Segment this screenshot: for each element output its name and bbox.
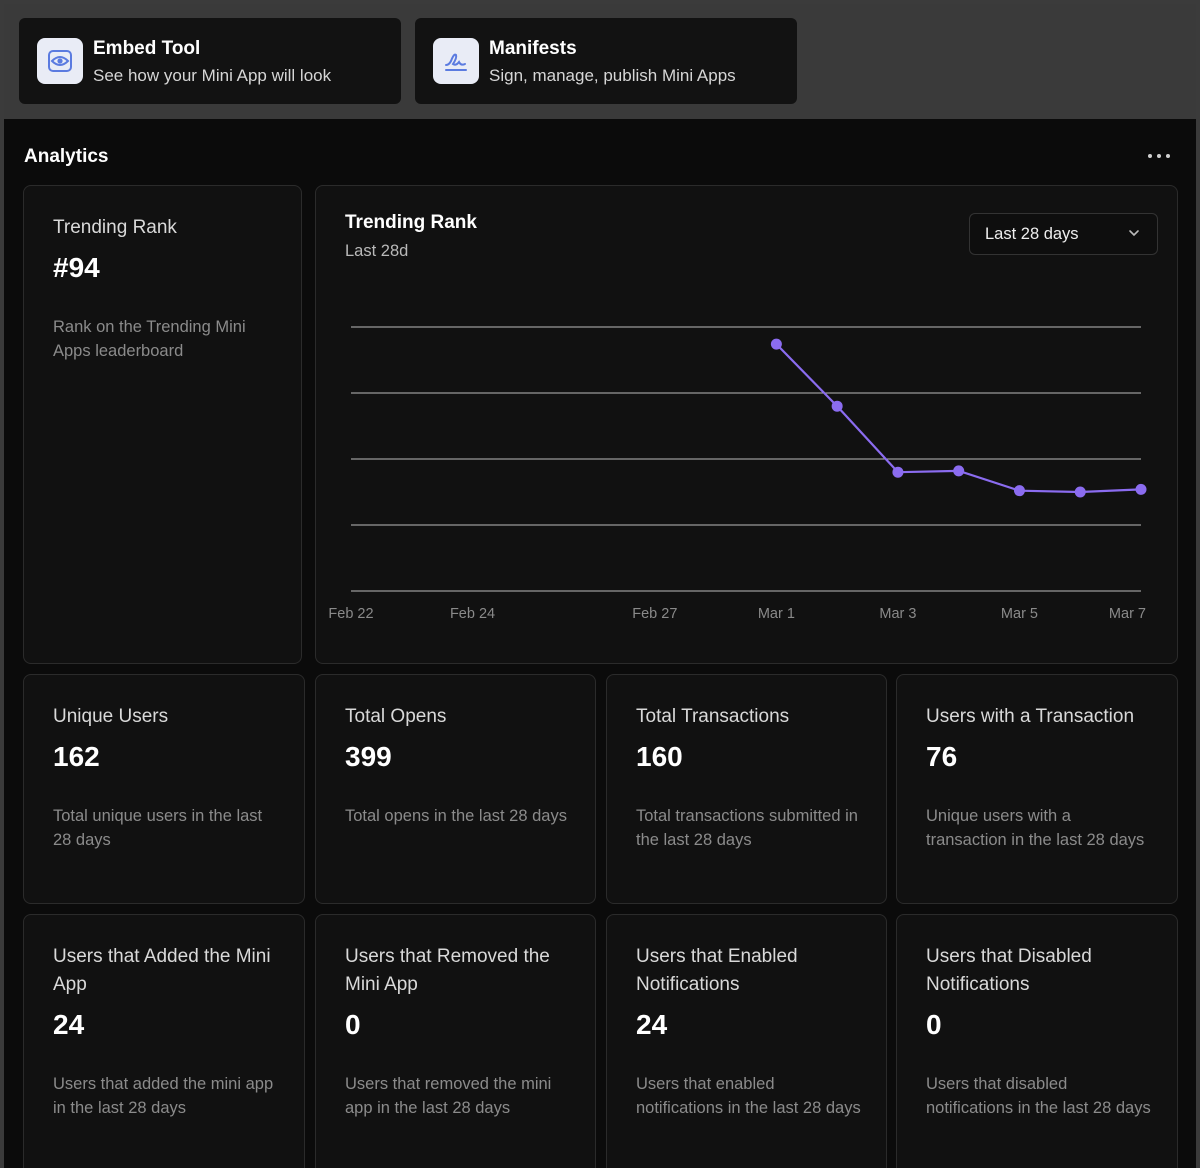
metric-label: Users that Added the Mini App (53, 946, 271, 995)
metric-value: 24 (53, 1009, 85, 1040)
metric-value: 0 (345, 1009, 361, 1040)
metric-label: Users that Disabled Notifications (926, 946, 1092, 995)
metric-description: Users that added the mini app in the las… (53, 1075, 274, 1117)
data-point (1074, 486, 1086, 498)
x-tick-label: Mar 7 (1109, 606, 1146, 622)
embed-tool-card[interactable]: Embed Tool See how your Mini App will lo… (19, 18, 401, 104)
metric-description: Total transactions submitted in the last… (636, 807, 858, 849)
x-tick-label: Feb 22 (328, 606, 373, 622)
metric-value: 160 (636, 741, 683, 772)
x-tick-label: Mar 1 (758, 606, 795, 622)
tools-bar: Embed Tool See how your Mini App will lo… (4, 4, 1196, 119)
metric-value: 24 (636, 1009, 668, 1040)
data-point (831, 400, 843, 412)
metric-label: Total Opens (345, 706, 447, 727)
metric-value: 0 (926, 1009, 942, 1040)
metric-description: Users that enabled notifications in the … (636, 1075, 861, 1117)
x-tick-label: Mar 3 (879, 606, 916, 622)
metric-description: Total unique users in the last 28 days (53, 807, 263, 849)
metric-card: Users that Added the Mini App 24 Users tha… (23, 914, 305, 1168)
manifests-card[interactable]: Manifests Sign, manage, publish Mini App… (415, 18, 797, 104)
chart-title: Trending Rank (345, 212, 477, 233)
metric-value: 76 (926, 741, 958, 772)
embed-tool-title: Embed Tool (93, 38, 201, 59)
metric-label: Users with a Transaction (926, 706, 1135, 727)
stat-label: Trending Rank (53, 217, 177, 238)
metric-card: Total Opens 399 Total opens in the last 28… (315, 674, 596, 904)
metric-card: Users that Disabled Notifications 0 Users … (896, 914, 1178, 1168)
trending-rank-card: Trending Rank #94 Rank on the Trending M… (23, 185, 302, 664)
metric-description: Users that removed the mini app in the l… (345, 1075, 552, 1117)
metric-description: Total opens in the last 28 days (345, 807, 567, 825)
more-options-icon[interactable] (1144, 146, 1174, 166)
chart-subtitle: Last 28d (345, 242, 409, 260)
metric-label: Users that Enabled Notifications (636, 946, 798, 995)
x-tick-label: Feb 27 (632, 606, 677, 622)
trending-rank-chart: Feb 22 Feb 24 Feb 27 Mar 1 Mar 3 Mar 5 Mar 7 (328, 326, 1147, 622)
metric-card: Total Transactions 160 Total transactions … (606, 674, 887, 904)
manifests-title: Manifests (489, 38, 577, 59)
data-point (770, 338, 782, 350)
metric-value: 399 (345, 741, 392, 772)
data-point (1135, 483, 1147, 495)
metric-description: Users that disabled notifications in the… (926, 1075, 1151, 1117)
stat-value: #94 (53, 252, 100, 283)
embed-tool-subtitle: See how your Mini App will look (93, 66, 332, 85)
manifests-subtitle: Sign, manage, publish Mini Apps (489, 66, 736, 85)
eye-icon (37, 38, 83, 84)
metric-value: 162 (53, 741, 100, 772)
metric-card: Users that Enabled Notifications 24 Users … (606, 914, 887, 1168)
data-point (953, 465, 965, 477)
stat-description: Rank on the Trending Mini Apps leaderboa… (53, 318, 246, 360)
data-point (892, 466, 904, 478)
signature-icon (433, 38, 479, 84)
data-point (1013, 485, 1025, 497)
metric-description: Unique users with a transaction in the l… (926, 807, 1145, 849)
metric-label: Users that Removed the Mini App (345, 946, 550, 995)
x-tick-label: Mar 5 (1001, 606, 1038, 622)
metric-label: Total Transactions (636, 706, 790, 727)
analytics-title: Analytics (24, 146, 109, 167)
x-tick-label: Feb 24 (450, 606, 495, 622)
metric-card: Users that Removed the Mini App 0 Users th… (315, 914, 596, 1168)
metric-card: Unique Users 162 Total unique users in the… (23, 674, 305, 904)
trending-rank-chart-card: Trending Rank Last 28d Last 28 days Feb … (315, 185, 1178, 664)
date-range-select[interactable]: Last 28 days (969, 213, 1158, 255)
metric-label: Unique Users (53, 706, 169, 727)
chevron-down-icon (1129, 230, 1139, 237)
date-range-value: Last 28 days (985, 224, 1079, 243)
metric-card: Users with a Transaction 76 Unique users w… (896, 674, 1178, 904)
